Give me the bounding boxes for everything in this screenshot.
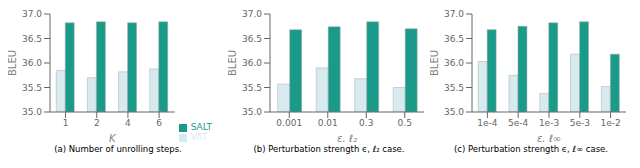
svg-text:37.0: 37.0: [242, 9, 262, 19]
svg-text:37.0: 37.0: [22, 9, 42, 19]
svg-text:37.0: 37.0: [444, 9, 464, 19]
svg-text:ε, ℓ₂: ε, ℓ₂: [337, 133, 357, 142]
svg-text:36.0: 36.0: [22, 58, 42, 68]
svg-text:36.0: 36.0: [242, 58, 262, 68]
svg-text:36.5: 36.5: [444, 34, 464, 44]
html-text:(b) Perturbation strength ϵ, ℓ: (b) Perturbation strength ϵ, ℓ₂ case.: [253, 144, 405, 154]
svg-text:35.0: 35.0: [444, 107, 464, 117]
svg-text:1e-2: 1e-2: [600, 118, 620, 128]
svg-text:35.0: 35.0: [22, 107, 42, 117]
html-text:VAT: VAT: [190, 132, 208, 142]
svg-text:K: K: [109, 133, 117, 142]
html-text:(c) Perturbation strength ϵ, ℓ: (c) Perturbation strength ϵ, ℓ∞ case.: [454, 144, 608, 154]
svg-text:35.5: 35.5: [242, 83, 262, 93]
svg-text:35.0: 35.0: [242, 107, 262, 117]
svg-text:36.5: 36.5: [242, 34, 262, 44]
svg-text:0.5: 0.5: [398, 118, 412, 128]
svg-text:BLEU: BLEU: [228, 50, 238, 76]
svg-text:ε, ℓ∞: ε, ℓ∞: [537, 133, 561, 142]
svg-text:1e-4: 1e-4: [477, 118, 498, 128]
svg-text:0.001: 0.001: [276, 118, 302, 128]
html-text:(a) Number of unrolling steps.: (a) Number of unrolling steps.: [54, 144, 182, 154]
svg-text:0.3: 0.3: [359, 118, 373, 128]
svg-text:5e-3: 5e-3: [570, 118, 590, 128]
svg-text:36.5: 36.5: [22, 34, 42, 44]
svg-text:1: 1: [63, 118, 69, 128]
svg-text:35.5: 35.5: [444, 83, 464, 93]
svg-text:36.0: 36.0: [444, 58, 464, 68]
svg-text:5e-4: 5e-4: [508, 118, 529, 128]
html-text:SALT: SALT: [190, 122, 212, 132]
svg-text:1e-3: 1e-3: [539, 118, 559, 128]
svg-text:0.01: 0.01: [318, 118, 338, 128]
svg-text:6: 6: [156, 118, 162, 128]
svg-text:4: 4: [125, 118, 131, 128]
svg-text:BLEU: BLEU: [430, 50, 440, 76]
svg-text:35.5: 35.5: [22, 83, 42, 93]
svg-text:2: 2: [94, 118, 100, 128]
svg-text:BLEU: BLEU: [8, 50, 18, 76]
